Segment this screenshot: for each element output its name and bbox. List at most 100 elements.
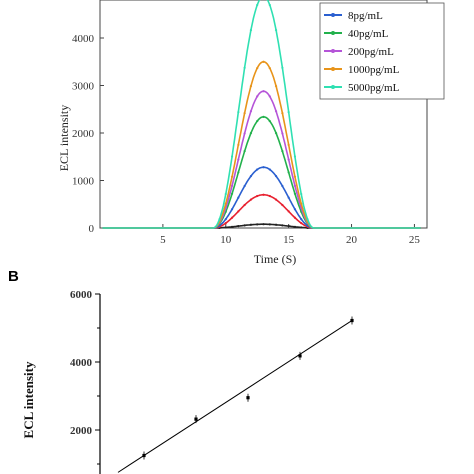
panel-a-x-axis-title: Time (S) [254, 252, 297, 266]
y-tick-label: 2000 [72, 128, 95, 140]
series-line-2 [102, 166, 421, 229]
panel-a-series-group [102, 0, 421, 229]
series-marker [287, 225, 290, 228]
data-point [194, 417, 198, 421]
series-marker [230, 216, 234, 219]
series-line-3 [102, 116, 421, 229]
series-marker [287, 111, 290, 114]
x-tick-label: 15 [283, 234, 295, 246]
series-marker [287, 196, 290, 199]
panel-b-points [117, 316, 354, 473]
series-marker [293, 208, 297, 211]
y-tick-label: 3000 [72, 81, 95, 93]
series-marker [262, 223, 265, 226]
series-marker [256, 168, 259, 171]
x-tick-label: 20 [346, 234, 358, 246]
series-line-6 [102, 0, 421, 229]
series-marker [249, 132, 253, 135]
data-point [142, 453, 146, 458]
series-marker [243, 111, 246, 115]
series-marker [256, 3, 259, 7]
legend-marker [331, 85, 335, 89]
series-marker [224, 222, 227, 225]
series-marker [249, 175, 253, 178]
series-marker [230, 155, 234, 158]
series-marker [268, 168, 271, 171]
y-tick-label: 0 [89, 223, 95, 235]
series-marker [256, 119, 259, 123]
panel-a: 0 1000 2000 3000 4000 5 10 15 20 25 ECL intensit… [57, 0, 445, 266]
series-marker [268, 119, 271, 123]
panel-b-y-ticks: 2000 4000 6000 [70, 289, 100, 465]
series-marker [268, 95, 271, 98]
panel-a-frame [99, 0, 428, 229]
series-marker [281, 150, 284, 153]
series-marker [243, 203, 246, 207]
panel-a-y-ticks: 0 1000 2000 3000 4000 [72, 33, 104, 235]
legend-marker [331, 49, 335, 53]
series-marker [230, 184, 234, 187]
series-marker [281, 111, 284, 115]
series-marker [237, 158, 240, 161]
series-marker [268, 3, 271, 7]
series-marker [249, 223, 253, 226]
series-marker [293, 175, 297, 178]
series-marker [249, 84, 253, 88]
legend-label: 40pg/mL [348, 28, 389, 40]
legend-marker [331, 67, 335, 71]
series-marker [243, 132, 246, 135]
x-tick-label: 10 [220, 234, 232, 246]
series-marker [274, 110, 278, 113]
series-marker [262, 90, 265, 93]
series-marker [224, 226, 227, 229]
series-marker [268, 194, 271, 198]
series-marker [249, 29, 253, 32]
series-line-4 [102, 90, 421, 229]
legend-label: 1000pg/mL [348, 64, 400, 76]
series-marker [237, 225, 240, 228]
legend-marker [331, 13, 335, 17]
series-marker [230, 192, 234, 195]
b-y-tick-label: 6000 [70, 289, 93, 301]
series-marker [256, 95, 259, 98]
series-marker [243, 66, 246, 69]
series-marker [300, 217, 303, 221]
series-marker [237, 196, 240, 199]
series-marker [274, 29, 278, 32]
series-marker [262, 193, 265, 196]
series-marker [293, 216, 297, 219]
series-marker [274, 132, 278, 135]
legend-label: 5000pg/mL [348, 82, 400, 94]
series-marker [237, 171, 240, 174]
series-marker [274, 223, 278, 226]
series-marker [237, 111, 240, 114]
series-marker [230, 208, 234, 211]
legend-label: 8pg/mL [348, 10, 383, 22]
series-marker [243, 150, 246, 153]
series-marker [224, 202, 227, 205]
series-marker [224, 217, 227, 221]
series-marker [287, 158, 290, 161]
data-point [246, 396, 250, 400]
data-point [350, 318, 354, 323]
series-marker [230, 175, 234, 178]
series-marker [243, 224, 246, 227]
series-marker [281, 203, 284, 207]
data-point [298, 354, 302, 358]
x-tick-label: 25 [409, 234, 421, 246]
series-marker [300, 192, 303, 196]
series-marker [230, 225, 234, 228]
series-marker [274, 175, 278, 178]
series-marker [237, 210, 240, 213]
series-marker [300, 222, 303, 225]
series-marker [256, 66, 259, 70]
series-marker [268, 223, 271, 226]
series-marker [262, 166, 265, 169]
series-marker [249, 198, 253, 201]
series-marker [262, 60, 265, 63]
series-marker [249, 110, 253, 113]
series-marker [256, 223, 259, 226]
series-marker [300, 226, 303, 229]
series-marker [281, 184, 284, 188]
b-y-tick-label: 4000 [70, 357, 93, 369]
